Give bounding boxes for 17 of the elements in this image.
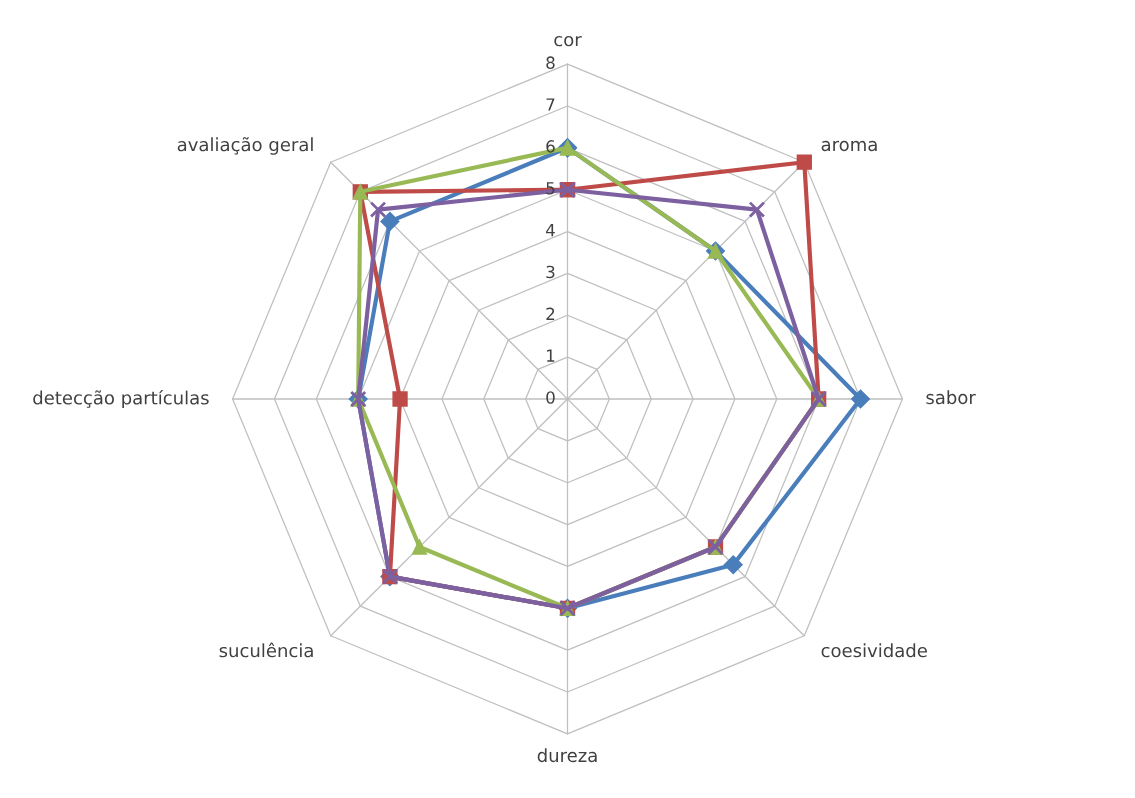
spoke-label: dureza	[537, 748, 597, 763]
spoke-label: aroma	[821, 140, 877, 152]
y-tick-label: 1	[547, 349, 555, 362]
y-tick-label: 5	[546, 182, 555, 195]
y-tick-label: 0	[546, 391, 555, 404]
spoke-label: avaliação geral	[177, 137, 313, 155]
y-tick-label: 4	[545, 224, 555, 237]
y-tick-label: 3	[546, 265, 555, 279]
spoke-label: suculência	[219, 642, 313, 658]
spoke-label: coesividade	[821, 643, 927, 658]
spoke-label: cor	[554, 35, 582, 47]
y-tick-label: 8	[546, 56, 555, 69]
spoke-label: detecção partículas	[33, 389, 209, 409]
y-tick-label: 6	[546, 140, 555, 153]
y-tick-label: 2	[546, 307, 555, 320]
spoke-label: sabor	[926, 390, 976, 405]
y-tick-label: 7	[546, 98, 555, 111]
